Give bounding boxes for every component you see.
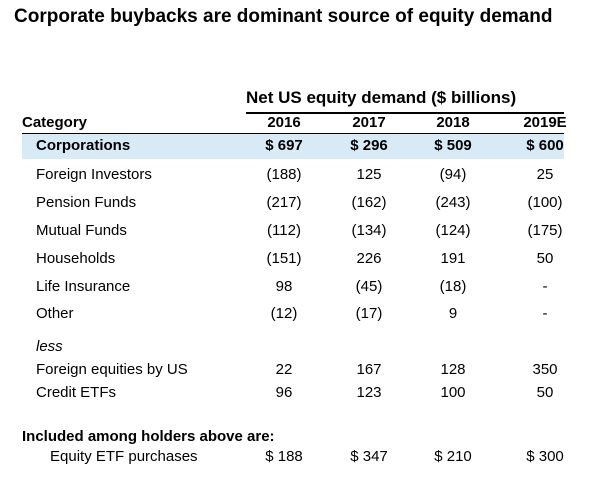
table-row: Credit ETFs 96 123 100 50 xyxy=(0,382,606,404)
table-row: Life Insurance 98 (45) (18) - xyxy=(0,276,606,298)
row-value: $ 210 xyxy=(434,448,472,465)
table-row: Households (151) 226 191 50 xyxy=(0,248,606,270)
row-value: (175) xyxy=(527,222,563,239)
row-value: 50 xyxy=(536,250,554,267)
table-row: Equity ETF purchases $ 188 $ 347 $ 210 $… xyxy=(0,446,606,468)
row-label: Credit ETFs xyxy=(36,384,117,401)
row-value: $ 296 xyxy=(350,137,388,154)
row-value: (94) xyxy=(439,166,467,183)
row-label: Pension Funds xyxy=(36,194,137,211)
row-value: 167 xyxy=(356,361,382,378)
table-row: Pension Funds (217) (162) (243) (100) xyxy=(0,192,606,214)
row-value: 98 xyxy=(275,278,293,295)
year-header-2016: 2016 xyxy=(267,114,301,131)
year-header-2018: 2018 xyxy=(436,114,470,131)
row-value: 100 xyxy=(440,384,466,401)
row-value: 22 xyxy=(275,361,293,378)
row-value: 191 xyxy=(440,250,466,267)
super-header-underline xyxy=(246,112,564,114)
row-value: (12) xyxy=(270,305,298,322)
corporations-highlight xyxy=(22,134,564,159)
row-value: 123 xyxy=(356,384,382,401)
row-value: 128 xyxy=(440,361,466,378)
row-value: $ 600 xyxy=(526,137,564,154)
row-value: (18) xyxy=(439,278,467,295)
row-value: 9 xyxy=(448,305,458,322)
year-header-2019e: 2019E xyxy=(523,114,567,131)
table-row: Foreign equities by US 22 167 128 350 xyxy=(0,359,606,381)
table-row: Mutual Funds (112) (134) (124) (175) xyxy=(0,220,606,242)
row-value: $ 347 xyxy=(350,448,388,465)
included-label: Included among holders above are: xyxy=(22,428,275,445)
page-title: Corporate buybacks are dominant source o… xyxy=(14,6,553,27)
row-value: (134) xyxy=(351,222,387,239)
table-row: Other (12) (17) 9 - xyxy=(0,303,606,325)
row-value: (112) xyxy=(267,222,301,239)
row-value: (45) xyxy=(355,278,383,295)
row-value: (162) xyxy=(351,194,387,211)
row-label: Foreign equities by US xyxy=(36,361,188,378)
included-section-label-row: Included among holders above are: xyxy=(0,426,606,448)
row-value: - xyxy=(542,278,548,295)
row-value: (17) xyxy=(355,305,383,322)
table-header-row: Category 2016 2017 2018 2019E xyxy=(0,112,606,134)
row-value: (188) xyxy=(266,166,302,183)
row-value: $ 509 xyxy=(434,137,472,154)
row-label: Other xyxy=(36,305,74,322)
row-value: (100) xyxy=(527,194,563,211)
row-value: $ 697 xyxy=(265,137,303,154)
row-value: $ 300 xyxy=(526,448,564,465)
row-value: (217) xyxy=(266,194,302,211)
table-super-header: Net US equity demand ($ billions) xyxy=(246,88,517,107)
row-label: Equity ETF purchases xyxy=(50,448,198,465)
row-value: (243) xyxy=(435,194,471,211)
header-divider xyxy=(22,133,564,134)
row-label: Foreign Investors xyxy=(36,166,152,183)
table-row: Corporations $ 697 $ 296 $ 509 $ 600 xyxy=(0,135,606,157)
row-value: 226 xyxy=(356,250,382,267)
category-column-header: Category xyxy=(22,114,88,131)
less-label: less xyxy=(36,338,63,355)
table-row: Foreign Investors (188) 125 (94) 25 xyxy=(0,164,606,186)
row-label: Life Insurance xyxy=(36,278,131,295)
row-value: 96 xyxy=(275,384,293,401)
row-label: Households xyxy=(36,250,116,267)
row-value: - xyxy=(542,305,548,322)
row-label: Mutual Funds xyxy=(36,222,127,239)
year-header-2017: 2017 xyxy=(352,114,386,131)
row-value: (151) xyxy=(266,250,302,267)
row-value: 350 xyxy=(532,361,558,378)
less-section-label-row: less xyxy=(0,336,606,358)
row-value: (124) xyxy=(435,222,471,239)
row-label: Corporations xyxy=(36,137,131,154)
row-value: 50 xyxy=(536,384,554,401)
row-value: 25 xyxy=(536,166,554,183)
row-value: 125 xyxy=(356,166,382,183)
row-value: $ 188 xyxy=(265,448,303,465)
